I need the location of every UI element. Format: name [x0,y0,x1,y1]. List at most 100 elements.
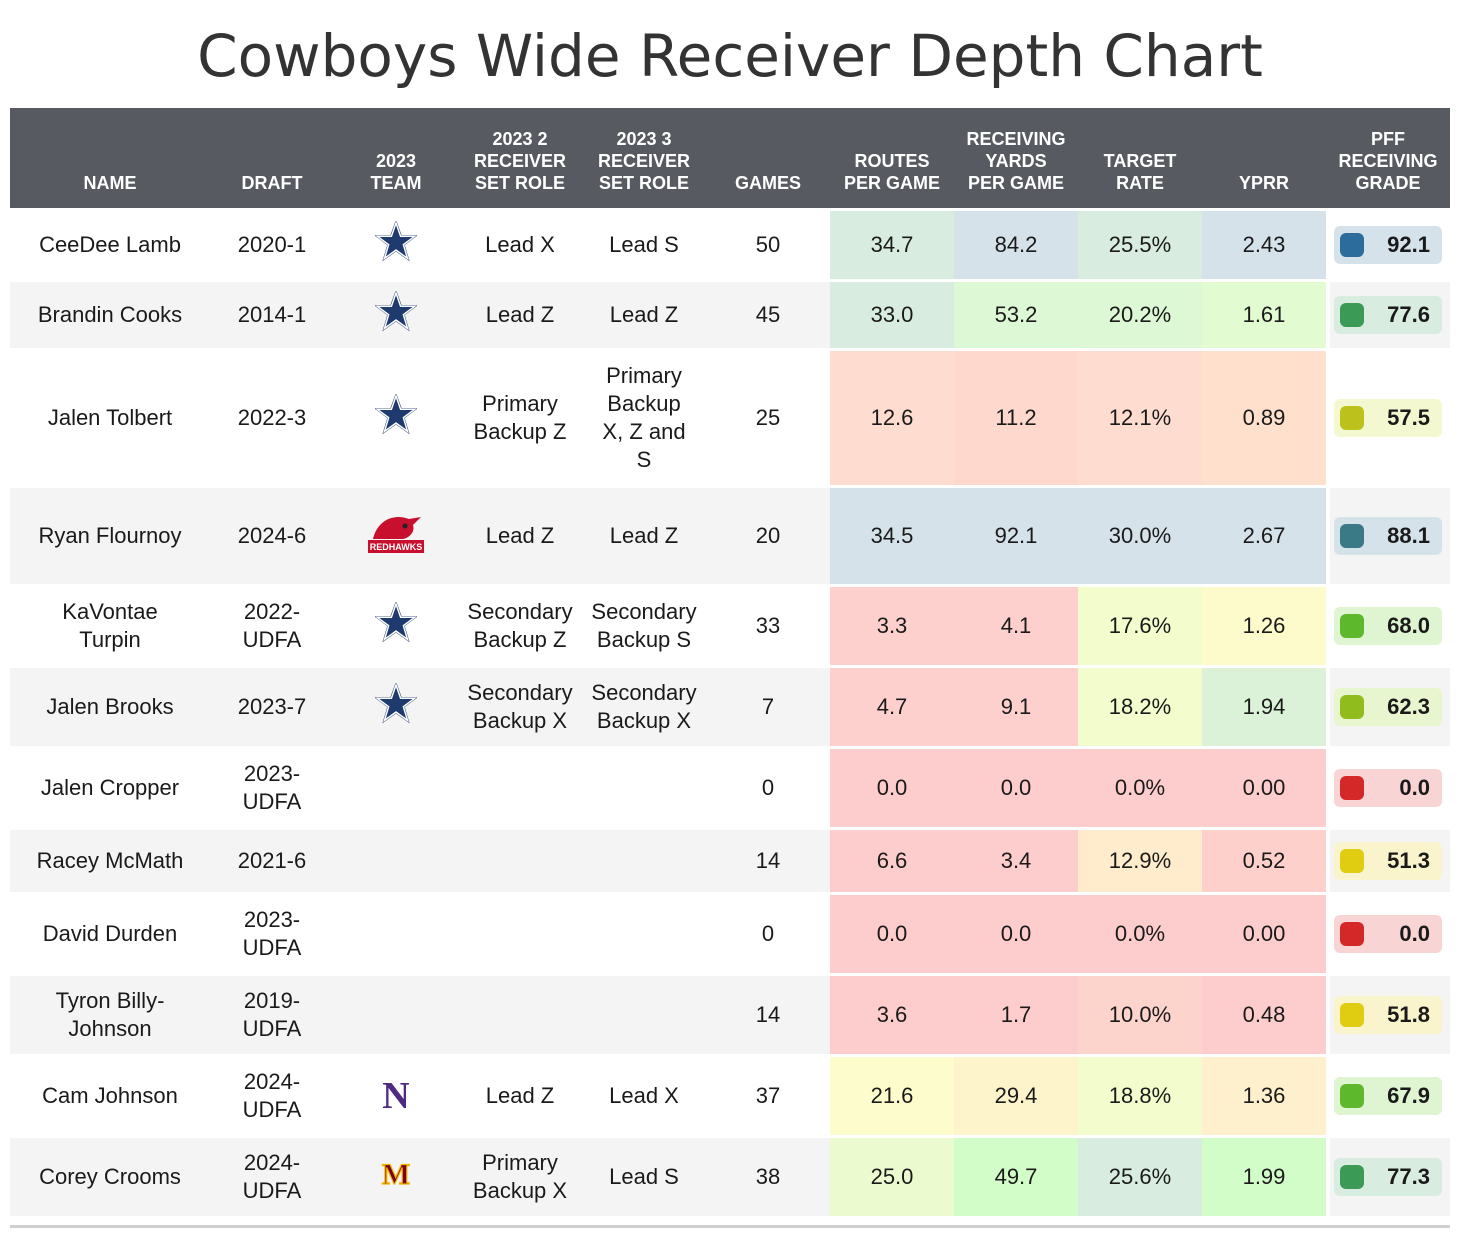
cell-role3 [582,749,706,827]
grade-badge: 0.0 [1334,769,1442,807]
cell-role2: Secondary Backup Z [458,587,582,665]
cell-yards: 11.2 [954,351,1078,485]
grade-badge: 62.3 [1334,688,1442,726]
grade-swatch [1340,1165,1364,1189]
table-row: Tyron Billy- Johnson 2019- UDFA 14 3.6 1.7 10.0… [10,976,1450,1054]
cell-team [334,351,458,485]
grade-badge: 77.6 [1334,296,1442,334]
cell-games: 50 [706,211,830,279]
cell-role3 [582,895,706,973]
cell-target: 25.6% [1078,1138,1202,1216]
cell-grade: 68.0 [1326,587,1450,665]
cell-games: 0 [706,749,830,827]
cell-name: Corey Crooms [10,1138,210,1216]
cell-target: 25.5% [1078,211,1202,279]
table-row: Corey Crooms 2024- UDFA M Primary Backup X Lea… [10,1138,1450,1216]
cell-grade: 51.8 [1326,976,1450,1054]
cell-team [334,749,458,827]
cell-yards: 1.7 [954,976,1078,1054]
grade-swatch [1340,695,1364,719]
cell-name: Tyron Billy- Johnson [10,976,210,1054]
column-header-name: NAME [10,108,210,208]
cell-team: N [334,1057,458,1135]
cell-name: Cam Johnson [10,1057,210,1135]
cell-yprr: 0.00 [1202,749,1326,827]
cell-role2 [458,895,582,973]
bottom-rule [10,1225,1450,1228]
cowboys-star-icon [374,219,418,270]
cell-target: 17.6% [1078,587,1202,665]
cell-grade: 0.0 [1326,895,1450,973]
cell-draft: 2023- UDFA [210,749,334,827]
grade-value: 88.1 [1387,523,1430,548]
grade-swatch [1340,614,1364,638]
cell-role2: Primary Backup X [458,1138,582,1216]
column-header-role3: 2023 3 RECEIVER SET ROLE [582,108,706,208]
grade-swatch [1340,776,1364,800]
cell-routes: 3.6 [830,976,954,1054]
cell-team [334,895,458,973]
cell-role3 [582,830,706,892]
cell-role3: Secondary Backup S [582,587,706,665]
table-row: Jalen Tolbert 2022-3 Primary Backup Z Primar… [10,351,1450,485]
cell-yprr: 1.99 [1202,1138,1326,1216]
cell-name: Racey McMath [10,830,210,892]
table-row: Jalen Cropper 2023- UDFA 0 0.0 0.0 0.0% 0.00 0.0 [10,749,1450,827]
cowboys-star-icon [374,600,418,651]
cell-target: 0.0% [1078,895,1202,973]
cell-team: M [334,1138,458,1216]
cell-target: 12.1% [1078,351,1202,485]
cell-yprr: 0.00 [1202,895,1326,973]
cell-role2 [458,830,582,892]
cell-name: Brandin Cooks [10,282,210,348]
header-row: NAME DRAFT 2023 TEAM 2023 2 RECEIVER SET ROLE 2… [10,108,1450,208]
redhawks-logo-icon: REDHAWKS [367,511,425,562]
cell-games: 45 [706,282,830,348]
cell-grade: 88.1 [1326,488,1450,584]
grade-value: 77.6 [1387,302,1430,327]
cell-role3: Lead S [582,211,706,279]
cell-draft: 2021-6 [210,830,334,892]
cell-role3: Lead Z [582,282,706,348]
grade-value: 92.1 [1387,232,1430,257]
cell-name: Ryan Flournoy [10,488,210,584]
cell-target: 20.2% [1078,282,1202,348]
svg-text:REDHAWKS: REDHAWKS [370,542,423,552]
cell-grade: 67.9 [1326,1057,1450,1135]
cell-role2: Secondary Backup X [458,668,582,746]
cell-yards: 29.4 [954,1057,1078,1135]
cell-yards: 0.0 [954,895,1078,973]
grade-badge: 88.1 [1334,517,1442,555]
grade-badge: 0.0 [1334,915,1442,953]
grade-value: 51.3 [1387,848,1430,873]
grade-badge: 92.1 [1334,226,1442,264]
cell-team [334,587,458,665]
cell-routes: 0.0 [830,749,954,827]
table-row: KaVontae Turpin 2022- UDFA Secondary Backup Z… [10,587,1450,665]
cell-yards: 4.1 [954,587,1078,665]
cell-draft: 2024- UDFA [210,1057,334,1135]
grade-swatch [1340,406,1364,430]
grade-swatch [1340,303,1364,327]
cell-games: 14 [706,830,830,892]
cell-role3: Secondary Backup X [582,668,706,746]
cowboys-star-icon [374,289,418,340]
cell-team [334,668,458,746]
column-header-role2: 2023 2 RECEIVER SET ROLE [458,108,582,208]
cell-target: 18.2% [1078,668,1202,746]
cell-draft: 2022-3 [210,351,334,485]
cell-role3: Primary Backup X, Z and S [582,351,706,485]
cell-role2: Lead Z [458,488,582,584]
column-header-target: TARGET RATE [1078,108,1202,208]
cell-name: KaVontae Turpin [10,587,210,665]
grade-badge: 68.0 [1334,607,1442,645]
cell-games: 20 [706,488,830,584]
cell-routes: 33.0 [830,282,954,348]
cell-team [334,830,458,892]
cell-routes: 34.5 [830,488,954,584]
cell-name: Jalen Tolbert [10,351,210,485]
cell-routes: 6.6 [830,830,954,892]
grade-badge: 51.3 [1334,842,1442,880]
cell-grade: 77.6 [1326,282,1450,348]
